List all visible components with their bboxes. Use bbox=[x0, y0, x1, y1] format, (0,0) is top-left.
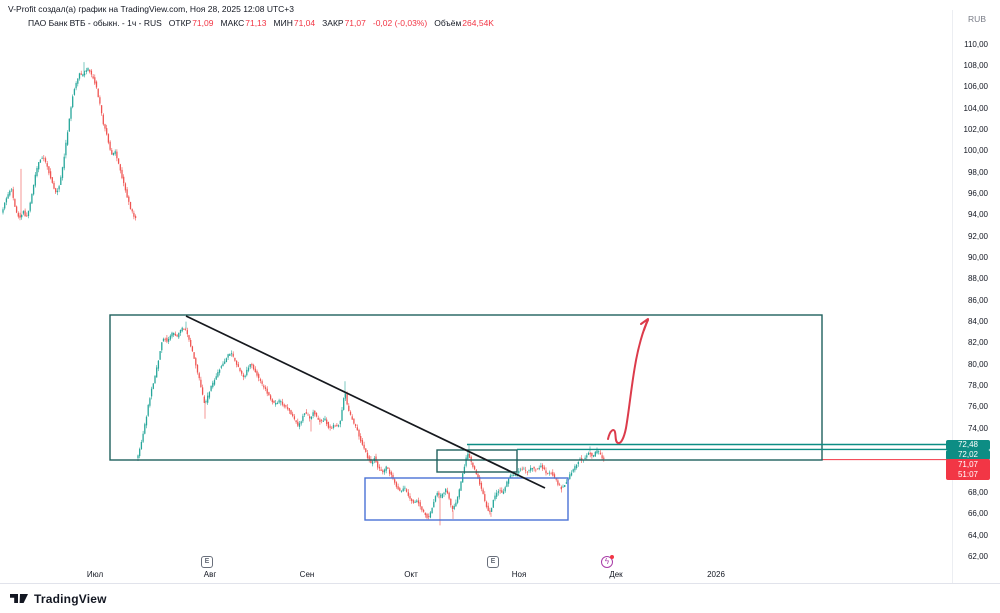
level-price-badge-upper: 72,48 bbox=[946, 439, 990, 450]
price-axis-label: 104,00 bbox=[963, 103, 988, 113]
footer-bar: TradingView bbox=[0, 584, 1000, 613]
time-axis-label: Ноя bbox=[511, 570, 527, 579]
last-price-value: 71,07 bbox=[957, 459, 979, 469]
main-range-rectangle[interactable] bbox=[109, 314, 823, 461]
ohlc-high: МАКС 71,13 bbox=[220, 18, 267, 28]
time-axis-label: Сен bbox=[299, 570, 315, 579]
price-axis-label: 98,00 bbox=[967, 167, 988, 177]
price-axis-label: 92,00 bbox=[967, 231, 988, 241]
notification-dot bbox=[610, 555, 614, 559]
time-axis-label: Авг bbox=[203, 570, 217, 579]
descending-trendline[interactable] bbox=[185, 315, 546, 489]
ohlc-open: ОТКР 71,09 bbox=[168, 18, 214, 28]
footer-separator bbox=[0, 583, 1000, 584]
ohlc-low: МИН 71,04 bbox=[273, 18, 316, 28]
price-axis-label: 62,00 bbox=[967, 551, 988, 561]
price-axis-label: 106,00 bbox=[963, 82, 988, 92]
projection-arrow-head bbox=[640, 318, 649, 331]
price-axis-label: 68,00 bbox=[967, 487, 988, 497]
price-axis-label: 74,00 bbox=[967, 423, 988, 433]
price-axis-label: 108,00 bbox=[963, 60, 988, 70]
price-axis-label: 66,00 bbox=[967, 509, 988, 519]
price-axis-label: 78,00 bbox=[967, 381, 988, 391]
attribution-line: V-Profit создал(а) график на TradingView… bbox=[8, 4, 294, 14]
price-axis[interactable]: 110,00 108,00 106,00 104,00 102,00 100,00 98,0… bbox=[953, 0, 1000, 583]
price-axis-label: 94,00 bbox=[967, 210, 988, 220]
price-axis-separator bbox=[952, 10, 953, 583]
currency-label[interactable]: RUB bbox=[968, 14, 986, 24]
price-axis-label: 88,00 bbox=[967, 274, 988, 284]
price-axis-label: 64,00 bbox=[967, 530, 988, 540]
symbol-info-row[interactable]: ПАО Банк ВТБ - обыкн. - 1ч - RUS ОТКР 71,… bbox=[28, 18, 494, 28]
bar-countdown: 51:07 bbox=[957, 469, 979, 479]
candles-up-bodies bbox=[2, 68, 600, 518]
candles-down-bodies bbox=[12, 69, 605, 518]
tradingview-logo[interactable]: TradingView bbox=[9, 591, 107, 606]
time-axis-label: Дек bbox=[609, 570, 623, 579]
projection-arrow[interactable] bbox=[607, 319, 649, 445]
tradingview-logo-text: TradingView bbox=[34, 591, 107, 606]
price-axis-label: 100,00 bbox=[963, 146, 988, 156]
resistance-level-rays[interactable] bbox=[467, 443, 952, 451]
time-axis-label: 2026 bbox=[707, 570, 725, 579]
time-axis-label: Окт bbox=[404, 570, 418, 579]
price-axis-label: 80,00 bbox=[967, 359, 988, 369]
symbol-title[interactable]: ПАО Банк ВТБ - обыкн. - 1ч - RUS bbox=[28, 18, 162, 28]
price-axis-label: 72,00 bbox=[968, 445, 988, 454]
accumulation-rectangle[interactable] bbox=[364, 477, 569, 521]
breakout-zone-rectangle[interactable] bbox=[436, 449, 518, 473]
last-price-badge: 71,07 51:07 bbox=[946, 458, 990, 480]
price-axis-label: 90,00 bbox=[967, 253, 988, 262]
price-axis-label: 96,00 bbox=[967, 188, 988, 198]
ohlc-close: ЗАКР 71,07 bbox=[322, 18, 366, 28]
tradingview-logo-icon bbox=[10, 594, 28, 603]
candles-down-wicks bbox=[12, 69, 605, 526]
change-value: -0,02 (-0,03%) bbox=[372, 18, 428, 28]
price-axis-label: 102,00 bbox=[963, 124, 988, 134]
volume-field: Объём 264,54K bbox=[434, 18, 494, 28]
price-axis-label: 110,00 bbox=[964, 39, 988, 49]
price-axis-label: 82,00 bbox=[967, 338, 988, 348]
price-axis-label: 84,00 bbox=[967, 317, 988, 327]
earnings-event-icon[interactable]: E bbox=[487, 556, 499, 568]
dividends-event-icon[interactable]: ϟ bbox=[601, 555, 614, 568]
price-axis-label: 76,00 bbox=[967, 402, 988, 412]
time-axis-label: Июл bbox=[86, 570, 104, 579]
earnings-event-icon[interactable]: E bbox=[201, 556, 213, 568]
level-price-badge-lower: 72,02 bbox=[946, 450, 990, 461]
price-axis-label: 86,00 bbox=[967, 295, 988, 305]
